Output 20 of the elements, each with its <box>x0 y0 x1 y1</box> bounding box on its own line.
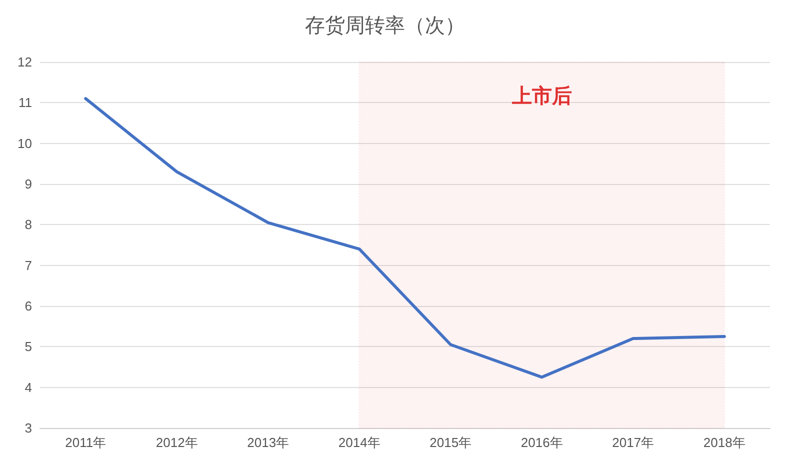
band-label: 上市后 <box>510 84 572 108</box>
y-tick-label: 11 <box>18 95 32 110</box>
x-tick-label: 2015年 <box>430 435 472 450</box>
x-tick-label: 2013年 <box>247 435 290 450</box>
x-tick-label: 2011年 <box>65 435 106 450</box>
x-tick-label: 2017年 <box>612 435 654 450</box>
y-tick-label: 12 <box>18 54 32 70</box>
y-tick-label: 6 <box>24 298 32 314</box>
x-tick-label: 2018年 <box>703 435 746 450</box>
y-tick-label: 8 <box>24 217 32 232</box>
y-tick-label: 7 <box>24 258 32 273</box>
x-tick-label: 2016年 <box>520 435 563 450</box>
y-tick-label: 9 <box>24 176 32 192</box>
y-tick-label: 5 <box>24 339 32 354</box>
x-tick-label: 2012年 <box>156 435 198 450</box>
y-tick-label: 10 <box>18 136 32 151</box>
y-tick-label: 4 <box>24 380 32 395</box>
chart-title: 存货周转率（次） <box>305 13 465 37</box>
x-tick-label: 2014年 <box>338 435 380 450</box>
y-tick-label: 3 <box>24 420 32 436</box>
